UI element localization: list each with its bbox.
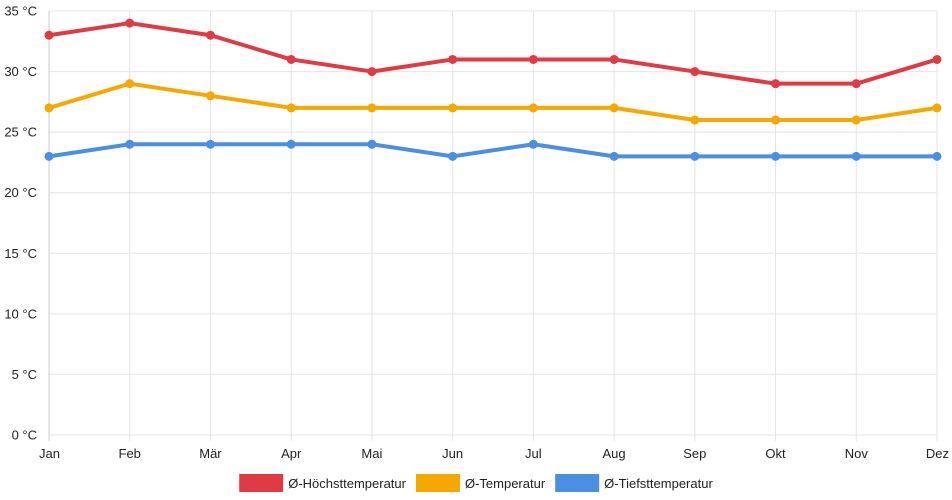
data-point[interactable] bbox=[609, 54, 619, 64]
x-tick-label: Aug bbox=[603, 446, 626, 461]
grid bbox=[48, 10, 938, 441]
data-point[interactable] bbox=[448, 151, 458, 161]
y-tick-label: 15 °C bbox=[4, 246, 37, 261]
x-tick-label: Jul bbox=[525, 446, 542, 461]
legend-item[interactable]: Ø-Höchsttemperatur bbox=[239, 474, 407, 492]
data-point[interactable] bbox=[286, 103, 296, 113]
x-tick-label: Jan bbox=[39, 446, 60, 461]
data-point[interactable] bbox=[44, 151, 54, 161]
data-point[interactable] bbox=[771, 151, 781, 161]
legend-item[interactable]: Ø-Tiefsttemperatur bbox=[555, 474, 713, 492]
x-tick-label: Apr bbox=[281, 446, 302, 461]
data-point[interactable] bbox=[609, 103, 619, 113]
x-tick-label: Feb bbox=[119, 446, 141, 461]
data-point[interactable] bbox=[448, 54, 458, 64]
data-point[interactable] bbox=[367, 103, 377, 113]
data-point[interactable] bbox=[44, 30, 54, 40]
legend-item[interactable]: Ø-Temperatur bbox=[415, 474, 546, 492]
data-point[interactable] bbox=[851, 79, 861, 89]
data-point[interactable] bbox=[205, 30, 215, 40]
series-line bbox=[47, 142, 939, 159]
x-tick-label: Mai bbox=[361, 446, 382, 461]
data-point[interactable] bbox=[690, 67, 700, 77]
y-tick-label: 25 °C bbox=[4, 125, 37, 140]
data-point[interactable] bbox=[851, 151, 861, 161]
data-point[interactable] bbox=[932, 151, 942, 161]
data-point[interactable] bbox=[771, 115, 781, 125]
series-line bbox=[47, 81, 939, 123]
series-line bbox=[47, 21, 939, 86]
data-point[interactable] bbox=[205, 139, 215, 149]
data-point[interactable] bbox=[448, 103, 458, 113]
y-tick-label: 10 °C bbox=[4, 306, 37, 321]
data-point[interactable] bbox=[44, 103, 54, 113]
x-tick-label: Nov bbox=[845, 446, 869, 461]
legend-label: Ø-Tiefsttemperatur bbox=[604, 476, 713, 491]
data-point[interactable] bbox=[286, 54, 296, 64]
series-2 bbox=[44, 139, 942, 161]
y-tick-label: 5 °C bbox=[12, 367, 37, 382]
data-point[interactable] bbox=[528, 103, 538, 113]
y-axis-tick-labels: 0 °C 5 °C 10 °C 15 °C 20 °C 25 °C 30 °C 35 °C bbox=[4, 4, 37, 443]
data-point[interactable] bbox=[286, 139, 296, 149]
legend-label: Ø-Höchsttemperatur bbox=[288, 476, 406, 491]
data-point[interactable] bbox=[125, 139, 135, 149]
data-point[interactable] bbox=[125, 79, 135, 89]
y-tick-label: 30 °C bbox=[4, 64, 37, 79]
x-axis-tick-labels: Jan Feb Mär Apr Mai Jun Jul Aug Sep Okt Nov Dez bbox=[39, 446, 949, 461]
data-point[interactable] bbox=[771, 79, 781, 89]
series-0 bbox=[44, 18, 942, 89]
data-point[interactable] bbox=[851, 115, 861, 125]
y-tick-label: 0 °C bbox=[12, 428, 37, 443]
legend-swatch bbox=[555, 474, 600, 492]
legend-label: Ø-Temperatur bbox=[465, 476, 546, 491]
x-tick-label: Sep bbox=[683, 446, 706, 461]
x-tick-label: Dez bbox=[926, 446, 949, 461]
data-point[interactable] bbox=[932, 103, 942, 113]
data-point[interactable] bbox=[367, 67, 377, 77]
data-point[interactable] bbox=[609, 151, 619, 161]
x-tick-label: Okt bbox=[765, 446, 786, 461]
y-tick-label: 20 °C bbox=[4, 185, 37, 200]
x-tick-label: Jun bbox=[442, 446, 463, 461]
y-tick-label: 35 °C bbox=[4, 4, 37, 19]
series-lines bbox=[44, 18, 942, 161]
legend-swatch bbox=[239, 474, 284, 492]
data-point[interactable] bbox=[367, 139, 377, 149]
data-point[interactable] bbox=[690, 151, 700, 161]
data-point[interactable] bbox=[528, 139, 538, 149]
legend-swatch bbox=[415, 474, 460, 492]
x-tick-label: Mär bbox=[199, 446, 222, 461]
data-point[interactable] bbox=[205, 91, 215, 101]
data-point[interactable] bbox=[125, 18, 135, 28]
data-point[interactable] bbox=[690, 115, 700, 125]
data-point[interactable] bbox=[932, 54, 942, 64]
series-1 bbox=[44, 79, 942, 125]
data-point[interactable] bbox=[528, 54, 538, 64]
legend: Ø-Höchsttemperatur Ø-Temperatur Ø-Tiefstte… bbox=[239, 474, 713, 492]
